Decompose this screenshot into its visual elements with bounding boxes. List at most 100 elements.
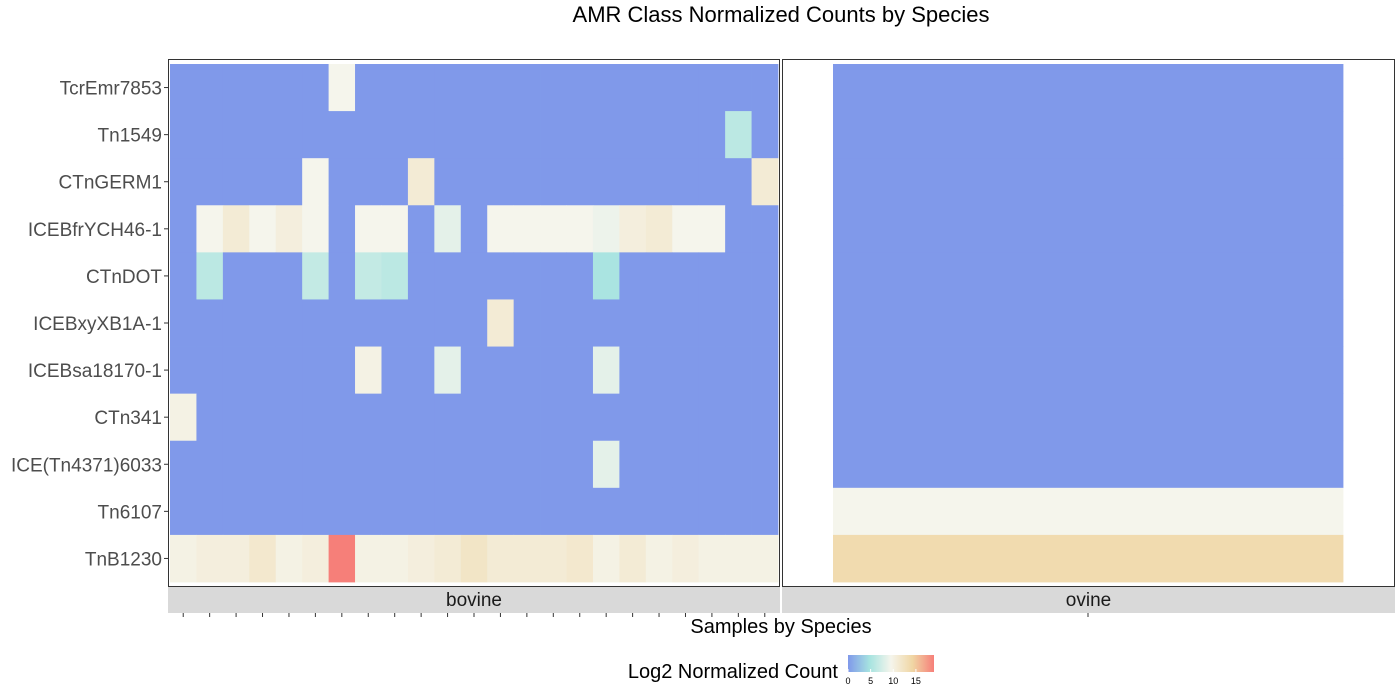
heatmap-cell xyxy=(566,111,594,159)
heatmap-cell xyxy=(833,158,1344,206)
heatmap-cell xyxy=(487,205,515,253)
heatmap-cell xyxy=(645,440,673,489)
legend-colorbar xyxy=(848,655,934,672)
heatmap-cell xyxy=(751,252,779,300)
row-label: CTnGERM1 xyxy=(59,173,162,194)
heatmap-cell xyxy=(407,205,435,253)
heatmap-cell xyxy=(328,487,356,536)
heatmap-cell xyxy=(487,440,515,489)
heatmap-cell xyxy=(698,487,726,536)
heatmap-cell xyxy=(833,111,1344,159)
heatmap-cell xyxy=(222,393,250,442)
heatmap-cell xyxy=(170,487,197,536)
heatmap-cell xyxy=(513,487,541,536)
legend-tick-label: 5 xyxy=(868,676,873,686)
heatmap-cell xyxy=(381,393,409,442)
legend-title: Log2 Normalized Count xyxy=(628,661,839,683)
heatmap-cell xyxy=(196,111,224,159)
heatmap-cell xyxy=(302,487,329,536)
heatmap-cell xyxy=(196,346,224,395)
facet-strip-bovine xyxy=(168,587,780,613)
heatmap-cell xyxy=(328,158,356,206)
heatmap-cell xyxy=(275,158,303,206)
heatmap-cell xyxy=(672,487,700,536)
heatmap-cell xyxy=(222,440,250,489)
heatmap-cell xyxy=(249,393,277,442)
heatmap-cell xyxy=(222,534,250,583)
heatmap-cell xyxy=(592,440,620,489)
heatmap-cell xyxy=(355,534,382,583)
x-axis-title: Samples by Species xyxy=(690,616,871,638)
heatmap-cell xyxy=(566,205,594,253)
heatmap-cell xyxy=(222,346,250,395)
heatmap-cell xyxy=(833,534,1344,583)
heatmap-cell xyxy=(645,393,673,442)
heatmap-panels: bovine ovine xyxy=(168,59,1395,617)
heatmap-cell xyxy=(619,487,647,536)
heatmap-cell xyxy=(407,252,435,300)
heatmap-cell xyxy=(381,534,409,583)
heatmap-cell xyxy=(222,487,250,536)
heatmap-cell xyxy=(751,534,779,583)
heatmap-cell xyxy=(751,205,779,253)
heatmap-cell xyxy=(381,158,409,206)
heatmap-cell xyxy=(487,393,515,442)
panel-border xyxy=(168,59,780,587)
heatmap-cell xyxy=(833,299,1344,347)
heatmap-cell xyxy=(513,440,541,489)
heatmap-cell xyxy=(381,346,409,395)
heatmap-cell xyxy=(619,393,647,442)
heatmap-cell xyxy=(196,534,224,583)
heatmap-cell xyxy=(698,252,726,300)
heatmap-cell xyxy=(170,299,197,347)
heatmap-cell xyxy=(833,64,1344,112)
heatmap-cell xyxy=(328,440,356,489)
heatmap-cell xyxy=(751,111,779,159)
legend-tick-label: 10 xyxy=(888,676,898,686)
heatmap-cell xyxy=(222,158,250,206)
heatmap-cell xyxy=(751,440,779,489)
heatmap-cell xyxy=(196,487,224,536)
heatmap-cell xyxy=(833,393,1344,442)
legend-tick-label: 0 xyxy=(845,676,850,686)
heatmap-cell xyxy=(513,393,541,442)
heatmap-cell xyxy=(833,205,1344,253)
heatmap-cell xyxy=(566,487,594,536)
heatmap-cell xyxy=(275,393,303,442)
heatmap-cell xyxy=(645,252,673,300)
row-label: CTnDOT xyxy=(86,267,162,288)
heatmap-cell xyxy=(645,487,673,536)
heatmap-cell xyxy=(434,393,462,442)
heatmap-cell xyxy=(725,252,752,300)
heatmap-cell xyxy=(407,299,435,347)
heatmap-cell xyxy=(487,64,515,112)
heatmap-cell xyxy=(725,111,752,159)
heatmap-cell xyxy=(170,64,197,112)
heatmap-cell xyxy=(407,534,435,583)
heatmap-cell xyxy=(407,158,435,206)
heatmap-cell xyxy=(460,346,488,395)
heatmap-cell xyxy=(196,205,224,253)
heatmap-cell xyxy=(672,158,700,206)
heatmap-cell xyxy=(725,487,752,536)
heatmap-cell xyxy=(619,205,647,253)
heatmap-cell xyxy=(540,346,567,395)
heatmap-cell xyxy=(381,299,409,347)
heatmap-cell xyxy=(222,299,250,347)
heatmap-cell xyxy=(592,64,620,112)
heatmap-cell xyxy=(355,487,382,536)
heatmap-cell xyxy=(833,252,1344,300)
heatmap-cell xyxy=(249,205,277,253)
heatmap-cell xyxy=(592,252,620,300)
heatmap-cell xyxy=(645,299,673,347)
heatmap-cell xyxy=(725,299,752,347)
heatmap-cell xyxy=(566,346,594,395)
heatmap-cell xyxy=(592,487,620,536)
heatmap-cell xyxy=(540,205,567,253)
heatmap-cell xyxy=(698,534,726,583)
heatmap-cell xyxy=(355,64,382,112)
heatmap-cell xyxy=(302,64,329,112)
heatmap-cell xyxy=(833,487,1344,536)
heatmap-cell xyxy=(222,205,250,253)
heatmap-cell xyxy=(566,393,594,442)
